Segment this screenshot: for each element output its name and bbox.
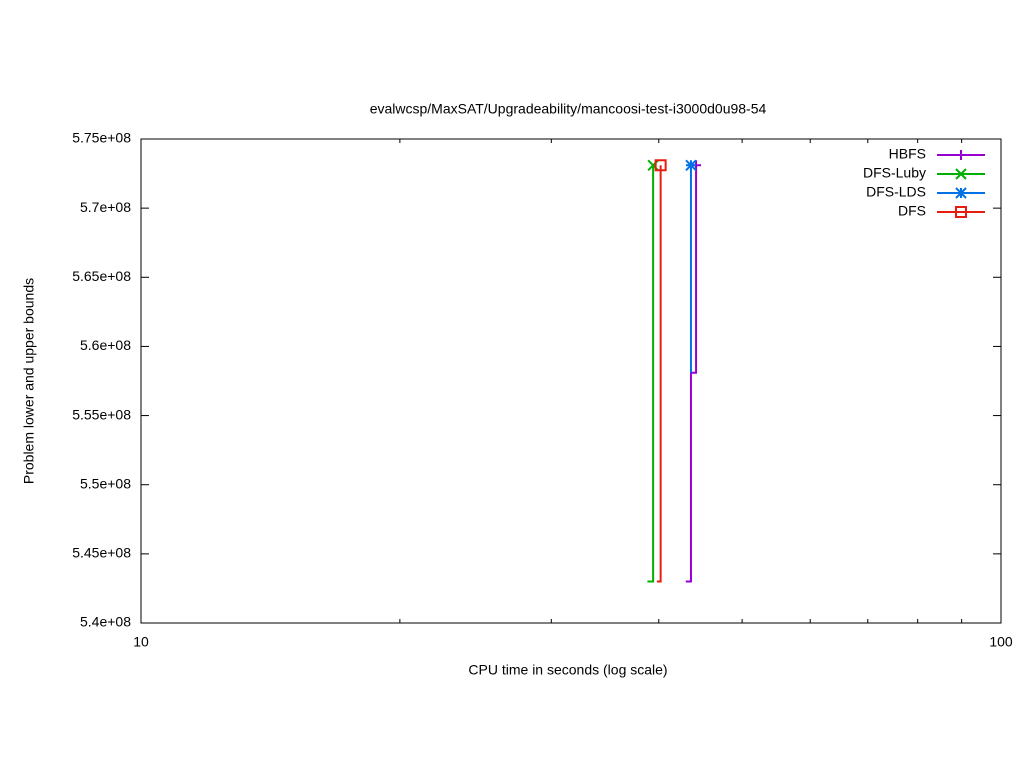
x-tick-label: 10 xyxy=(133,634,149,650)
marker xyxy=(654,159,667,172)
y-axis-label: Problem lower and upper bounds xyxy=(21,278,37,484)
y-tick-label: 5.7e+08 xyxy=(80,199,131,215)
legend-marker xyxy=(955,206,967,218)
series-line xyxy=(656,165,662,583)
plot-border xyxy=(140,138,1002,624)
y-tick-label: 5.45e+08 xyxy=(72,545,131,561)
legend-label: HBFS xyxy=(889,146,926,162)
legend-label: DFS-LDS xyxy=(866,184,926,200)
x-axis-label: CPU time in seconds (log scale) xyxy=(468,662,667,678)
y-tick-label: 5.55e+08 xyxy=(72,406,131,422)
y-tick-label: 5.65e+08 xyxy=(72,268,131,284)
legend-label: DFS xyxy=(898,203,926,219)
y-tick-label: 5.75e+08 xyxy=(72,130,131,146)
x-tick-label: 100 xyxy=(989,634,1013,650)
y-tick-label: 5.5e+08 xyxy=(80,475,131,491)
series-line xyxy=(647,165,655,583)
marker xyxy=(685,159,697,171)
legend-label: DFS-Luby xyxy=(863,165,926,181)
legend-marker xyxy=(955,168,967,180)
y-tick-label: 5.6e+08 xyxy=(80,337,131,353)
chart-title: evalwcsp/MaxSAT/Upgradeability/mancoosi-… xyxy=(370,101,767,117)
y-tick-label: 5.4e+08 xyxy=(80,614,131,630)
legend-marker xyxy=(956,150,966,160)
legend-marker xyxy=(955,187,967,199)
